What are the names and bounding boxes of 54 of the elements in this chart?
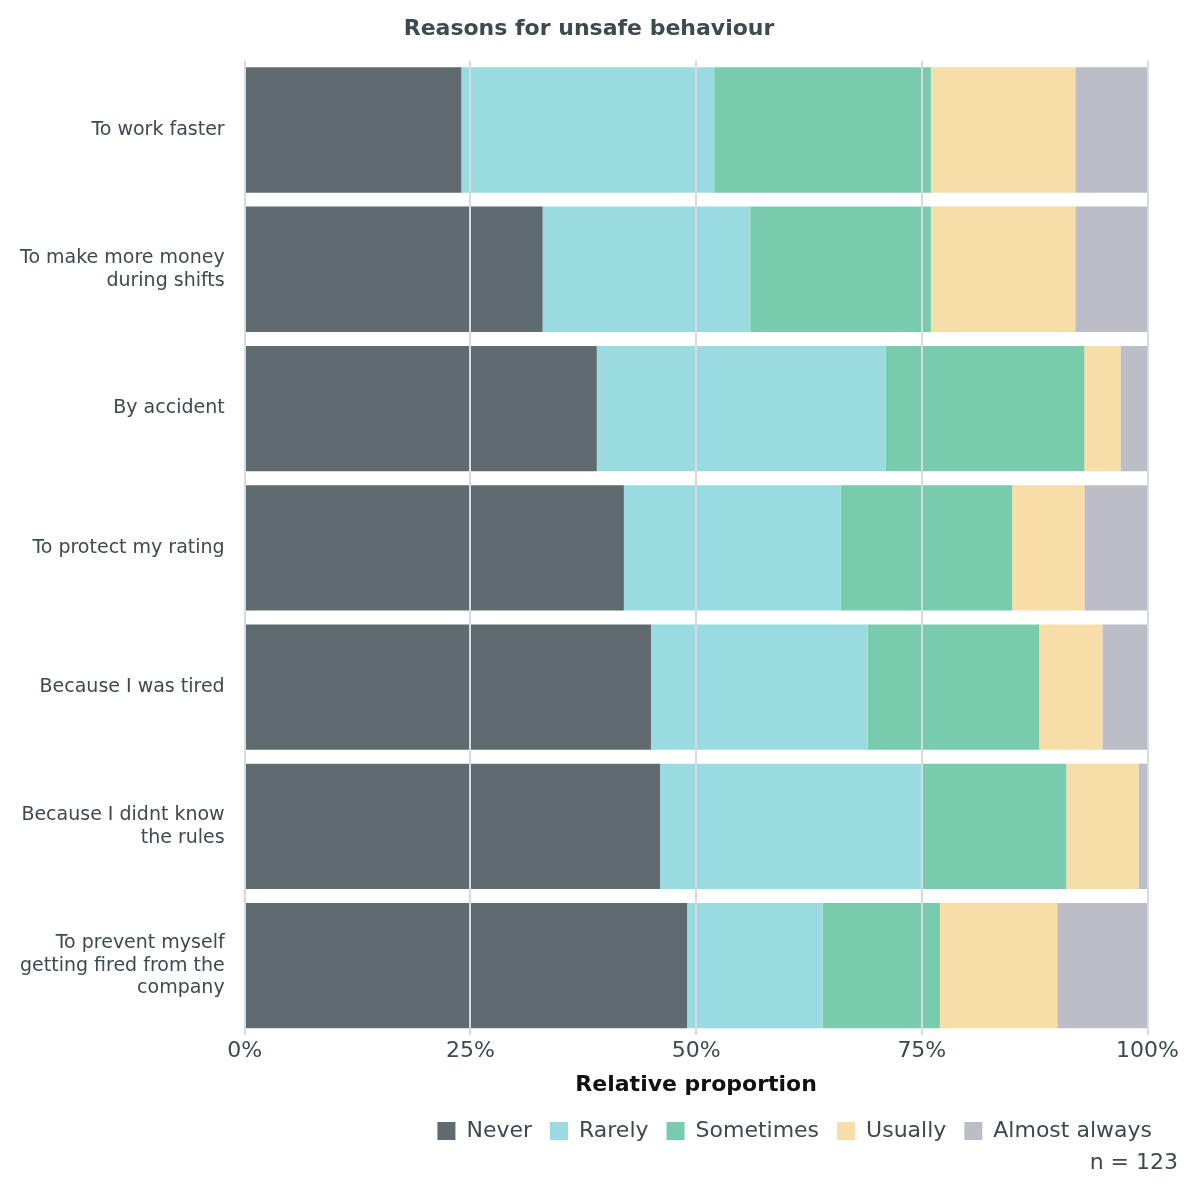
chart-title: Reasons for unsafe behaviour	[403, 14, 775, 40]
legend-label: Rarely	[579, 1116, 649, 1142]
bar	[1039, 624, 1103, 750]
bar	[1012, 485, 1085, 611]
bar	[245, 763, 660, 889]
bar	[245, 345, 597, 472]
y-tick-label: To work faster	[90, 116, 225, 139]
bar	[245, 206, 543, 332]
x-tick-label: 50%	[671, 1037, 721, 1063]
y-tick-label: To protect my rating	[31, 534, 225, 557]
bar	[659, 763, 922, 889]
bar	[650, 624, 868, 750]
bar	[245, 902, 688, 1029]
y-tick-label: Because I was tired	[39, 673, 225, 696]
x-tick-label: 75%	[897, 1037, 947, 1063]
y-tick-label: To make more money during shifts	[19, 244, 225, 290]
bar	[461, 67, 715, 193]
text: n = 123	[1089, 1148, 1178, 1174]
bar	[714, 67, 931, 193]
legend-label: Sometimes	[695, 1116, 820, 1142]
y-tick-label: To prevent myself getting fired from the company	[19, 929, 226, 998]
bar	[930, 206, 1076, 332]
bar	[1057, 902, 1148, 1029]
bar	[1102, 624, 1148, 750]
x-tick-label: 100%	[1116, 1037, 1180, 1063]
bar	[750, 206, 931, 332]
legend-label: Almost always	[993, 1116, 1152, 1142]
bar	[822, 902, 940, 1029]
legend-label: Never	[466, 1116, 533, 1142]
bar	[596, 345, 886, 472]
bar	[245, 67, 462, 193]
bar	[1075, 206, 1148, 332]
bar	[840, 485, 1013, 611]
bar	[623, 485, 841, 611]
x-axis-title: Relative proportion	[575, 1070, 817, 1096]
legend-label: Usually	[866, 1116, 947, 1142]
bar	[1075, 67, 1148, 193]
bar	[245, 485, 624, 611]
bar	[930, 67, 1076, 193]
y-tick-label: By accident	[113, 395, 225, 418]
bar	[939, 902, 1058, 1029]
y-tick-label: Because I didnt know the rules	[21, 801, 225, 847]
x-tick-label: 0%	[227, 1037, 263, 1063]
x-tick-label: 25%	[445, 1037, 495, 1063]
bar	[1084, 345, 1121, 472]
bar	[245, 624, 651, 750]
bar	[1120, 345, 1148, 472]
bar	[542, 206, 751, 332]
bar	[867, 624, 1040, 750]
bar	[885, 345, 1085, 472]
bar	[1084, 485, 1148, 611]
bar	[1066, 763, 1139, 889]
bar	[687, 902, 823, 1029]
bar	[921, 763, 1067, 889]
